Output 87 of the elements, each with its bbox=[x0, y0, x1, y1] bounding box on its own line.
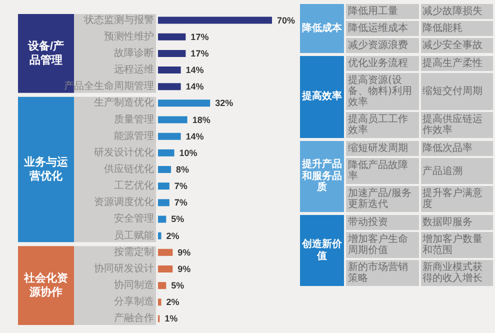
text: 增加客户数量和范围 bbox=[420, 232, 493, 258]
y-tick-label: 协同研发设计 bbox=[94, 262, 154, 274]
text: 带动投资 bbox=[346, 215, 418, 230]
text: 提高生产柔性 bbox=[420, 56, 493, 71]
y-tick-label: 质量管理 bbox=[114, 113, 154, 126]
data-label: 14% bbox=[186, 65, 204, 76]
data-label: 2% bbox=[166, 230, 180, 241]
text: 加速产品/服务更新迭代 bbox=[346, 186, 418, 212]
y-tick-label: 产融合作 bbox=[114, 312, 154, 324]
text: 优化业务流程 bbox=[346, 56, 418, 71]
text: 降低能耗 bbox=[420, 21, 493, 36]
text: 数据即服务 bbox=[420, 215, 493, 230]
bar bbox=[158, 132, 181, 140]
data-label: 14% bbox=[186, 131, 204, 142]
y-tick-label: 员工赋能 bbox=[114, 229, 154, 242]
data-label: 70% bbox=[277, 15, 296, 26]
text: 业务与运营优化 bbox=[23, 156, 69, 182]
y-tick-label: 按需定制 bbox=[114, 246, 154, 258]
data-label: 9% bbox=[178, 264, 191, 274]
text: 增加客户生命周期价值 bbox=[346, 232, 418, 258]
bar bbox=[158, 16, 272, 24]
bar bbox=[158, 149, 174, 156]
text: 降低运维成本 bbox=[346, 21, 418, 36]
y-tick-label: 工艺优化 bbox=[114, 180, 154, 192]
data-label: 8% bbox=[176, 164, 190, 174]
data-label: 10% bbox=[179, 148, 198, 158]
y-tick-label: 能源管理 bbox=[114, 130, 154, 142]
y-tick-label: 产品全生命周期管理 bbox=[64, 80, 154, 92]
data-label: 1% bbox=[164, 314, 178, 324]
data-label: 2% bbox=[166, 297, 180, 308]
data-label: 17% bbox=[190, 48, 209, 58]
y-tick-label: 状态监测与报警 bbox=[83, 14, 154, 26]
y-tick-label: 远程运维 bbox=[114, 64, 154, 76]
y-tick-label: 生产制造优化 bbox=[94, 96, 154, 109]
text: 降低次品率 bbox=[420, 141, 493, 156]
data-label: 32% bbox=[215, 98, 234, 108]
y-tick-label: 研发设计优化 bbox=[94, 146, 154, 158]
text: 提高供应链运作效率 bbox=[420, 112, 493, 138]
bar bbox=[158, 199, 170, 206]
bar bbox=[158, 248, 173, 256]
text: 新的市场营销策略 bbox=[346, 260, 418, 286]
bar bbox=[158, 116, 188, 124]
text: 降低成本 bbox=[300, 4, 344, 53]
bar bbox=[158, 50, 186, 57]
text: 减少安全事故 bbox=[420, 38, 493, 53]
bar bbox=[158, 182, 170, 190]
bar bbox=[158, 265, 173, 272]
bar bbox=[158, 282, 166, 290]
bar bbox=[158, 216, 166, 223]
text: 提升客户满意度 bbox=[420, 186, 493, 212]
text: 缩短交付周期 bbox=[420, 73, 493, 110]
data-label: 9% bbox=[178, 247, 191, 258]
bar bbox=[158, 232, 162, 240]
text: 社会化资源协作 bbox=[23, 272, 68, 299]
y-tick-label: 供应链优化 bbox=[104, 163, 154, 175]
text: 减少资源浪费 bbox=[346, 38, 418, 53]
data-label: 5% bbox=[171, 280, 184, 291]
text: 缩短研发周期 bbox=[346, 141, 418, 156]
y-tick-label: 预测性维护 bbox=[104, 30, 154, 42]
text: 新商业模式获得的收入增长 bbox=[420, 260, 493, 286]
y-tick-label: 分享制造 bbox=[114, 296, 154, 308]
data-label: 7% bbox=[174, 198, 188, 208]
y-tick-label: 安全管理 bbox=[114, 212, 154, 225]
text: 降低产品故障率 bbox=[346, 158, 418, 184]
y-tick-label: 协同制造 bbox=[114, 279, 154, 292]
y-tick-label: 故障诊断 bbox=[114, 46, 154, 59]
y-tick-label: 资源调度优化 bbox=[94, 196, 154, 208]
data-label: 18% bbox=[192, 114, 210, 125]
text: 提高效率 bbox=[300, 56, 344, 138]
text: 设备/产品管理 bbox=[26, 39, 64, 66]
bar bbox=[158, 33, 186, 40]
bar bbox=[158, 166, 172, 173]
text: 提高员工工作效率 bbox=[346, 112, 418, 138]
text: 产品追溯 bbox=[420, 158, 493, 184]
text: 降低用工量 bbox=[346, 4, 418, 19]
text: 减少故障损失 bbox=[420, 4, 493, 19]
bar bbox=[158, 298, 162, 306]
data-label: 7% bbox=[174, 181, 188, 192]
text: 提升产品和服务品质 bbox=[300, 141, 344, 212]
bar bbox=[158, 100, 210, 107]
text: 创造新价值 bbox=[300, 215, 344, 286]
bar bbox=[158, 66, 181, 74]
data-label: 5% bbox=[171, 214, 184, 224]
data-label: 17% bbox=[190, 32, 209, 42]
data-label: 14% bbox=[186, 82, 204, 92]
text: 提高资源(设备、物料)利用效率 bbox=[346, 73, 418, 110]
bar bbox=[158, 83, 181, 90]
